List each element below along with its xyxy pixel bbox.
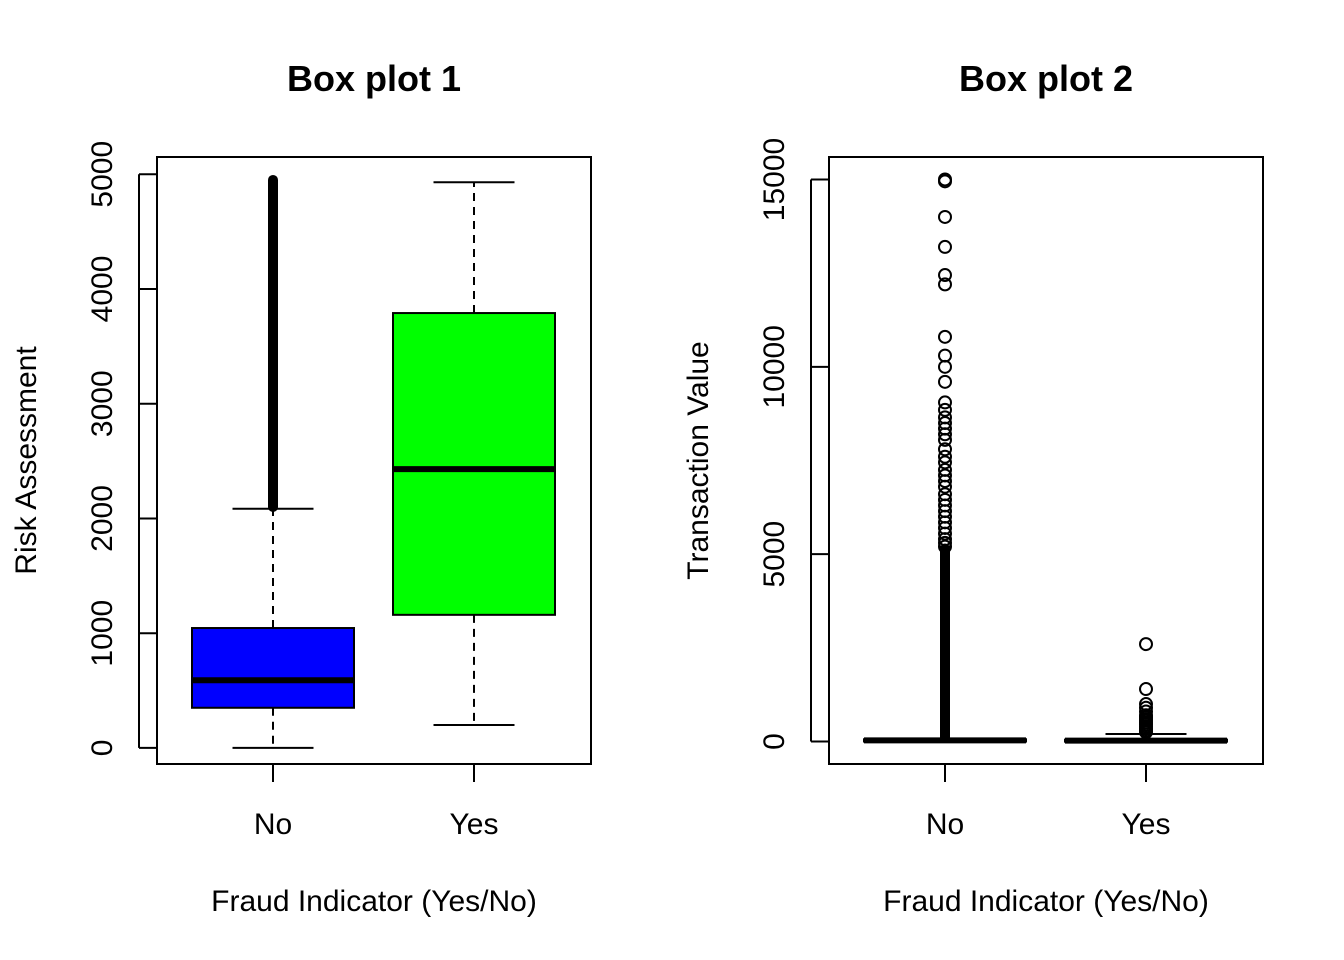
- outlier-point: [938, 479, 952, 494]
- box-plot-2-panel: Box plot 2 0 5000 10000 15000 Transaction Val…: [682, 58, 1264, 918]
- dense-outliers: [940, 543, 950, 743]
- outlier-point: [938, 348, 952, 363]
- x-axis: No Yes: [254, 763, 499, 841]
- x-tick-label: No: [926, 808, 964, 841]
- x-axis-title: Fraud Indicator (Yes/No): [211, 885, 537, 918]
- box-plot-1-panel: Box plot 1 0 1000 2000 3000 4000 5000 Risk Asse…: [10, 58, 592, 918]
- y-tick-label: 0: [86, 740, 119, 757]
- box-yes: [392, 181, 556, 726]
- outlier-point: [938, 427, 952, 442]
- outlier-point: [938, 474, 952, 489]
- outlier-point: [938, 395, 952, 410]
- y-tick-label: 10000: [758, 325, 791, 408]
- y-tick-label: 5000: [758, 521, 791, 588]
- outlier-point: [1139, 682, 1153, 697]
- x-axis-title: Fraud Indicator (Yes/No): [883, 885, 1209, 918]
- outlier-point: [938, 209, 952, 224]
- outlier-point: [938, 526, 952, 541]
- y-axis-title: Risk Assessment: [10, 346, 43, 575]
- outlier-point: [938, 277, 952, 292]
- outlier-point: [938, 455, 952, 470]
- outlier-point: [938, 239, 952, 254]
- box-yes: [1064, 637, 1228, 744]
- outlier-point: [938, 535, 952, 550]
- outlier-point: [938, 532, 952, 547]
- chart-title: Box plot 1: [287, 58, 461, 99]
- outlier-point: [938, 174, 952, 189]
- x-tick-label: No: [254, 808, 292, 841]
- outlier-point: [938, 442, 952, 457]
- outlier-point: [938, 329, 952, 344]
- y-tick-label: 2000: [86, 485, 119, 552]
- outlier-point: [1139, 637, 1153, 652]
- y-tick-label: 3000: [86, 370, 119, 437]
- y-tick-label: 5000: [86, 141, 119, 208]
- chart-title: Box plot 2: [959, 58, 1133, 99]
- outlier-point: [938, 449, 952, 464]
- box-no: [191, 174, 355, 749]
- outlier-point: [938, 539, 952, 554]
- y-axis: 0 1000 2000 3000 4000 5000: [86, 141, 157, 756]
- outlier-point: [938, 432, 952, 447]
- y-tick-label: 0: [758, 733, 791, 750]
- outlier-point: [938, 359, 952, 374]
- outlier-point: [938, 402, 952, 417]
- y-axis-title: Transaction Value: [682, 341, 715, 579]
- outlier-point: [938, 268, 952, 283]
- y-tick-label: 1000: [86, 600, 119, 667]
- dense-outliers: [268, 174, 278, 512]
- plot-frame: [828, 156, 1264, 765]
- outlier-point: [938, 374, 952, 389]
- box-body: [191, 627, 355, 709]
- y-tick-label: 15000: [758, 138, 791, 221]
- x-tick-label: Yes: [450, 808, 499, 841]
- outlier-point: [1139, 725, 1153, 740]
- box-body: [392, 312, 556, 616]
- y-tick-label: 4000: [86, 256, 119, 323]
- x-axis: No Yes: [926, 763, 1171, 841]
- box-no: [863, 172, 1027, 744]
- y-axis: 0 5000 10000 15000: [758, 138, 829, 750]
- x-tick-label: Yes: [1122, 808, 1171, 841]
